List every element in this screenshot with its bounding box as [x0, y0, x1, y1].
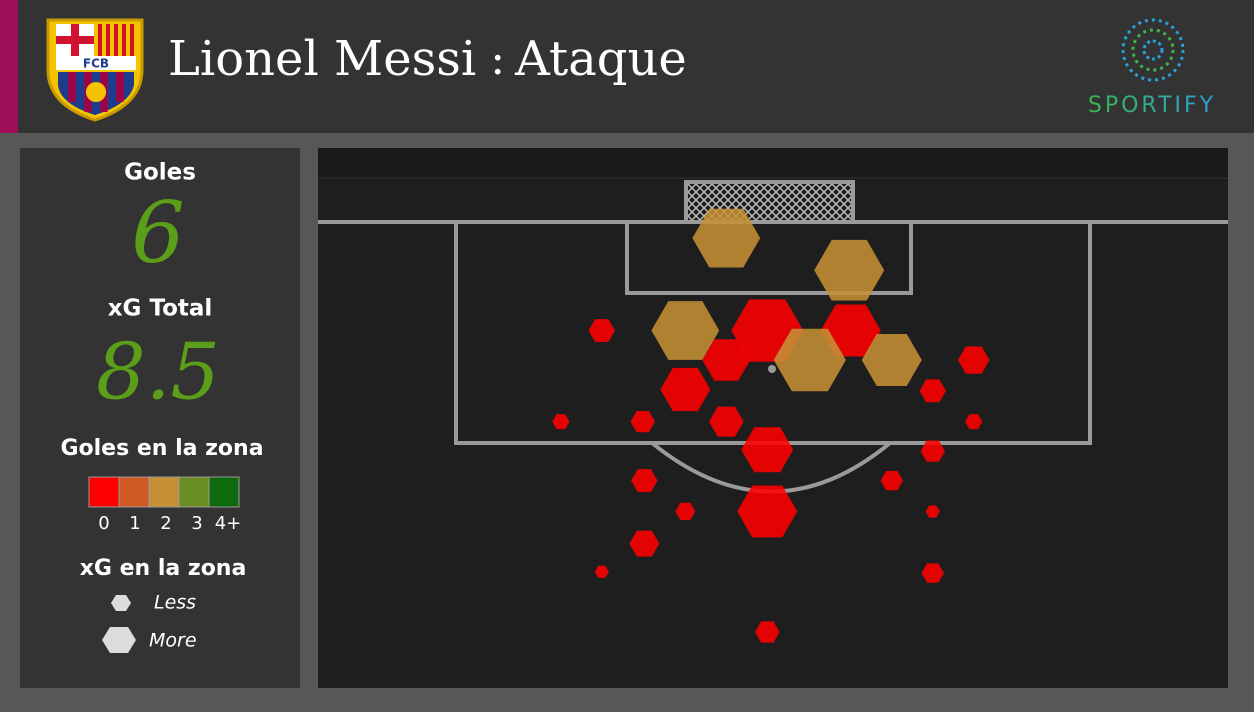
legend-label: 0 [98, 513, 109, 534]
goals-label: Goles [124, 160, 196, 186]
shot-zone [773, 328, 846, 392]
legend-label: 2 [160, 513, 171, 534]
brand-logo: SPORTIFY [1088, 18, 1216, 118]
shot-zone [702, 339, 751, 381]
shot-zone [708, 406, 744, 437]
shot-zone [737, 485, 798, 538]
shot-zones [552, 208, 990, 643]
player-name: Lionel Messi [168, 31, 476, 87]
shot-zone [755, 621, 780, 643]
header [0, 0, 1254, 133]
shot-zone [692, 208, 761, 268]
shot-zone [675, 502, 696, 521]
shot-zone [741, 427, 794, 473]
xg-legend-more: More [149, 630, 197, 652]
crest: FCB [46, 18, 144, 122]
shot-zone [925, 505, 940, 518]
legend-swatch [148, 476, 180, 508]
shot-zone [631, 469, 658, 493]
shot-zone [630, 411, 656, 433]
xg-legend-small [111, 595, 131, 611]
legend-swatch [178, 476, 210, 508]
crest-text: FCB [83, 57, 109, 71]
shot-zone [629, 530, 660, 557]
shot-zone [921, 563, 944, 583]
title: Lionel Messi: Ataque [168, 31, 687, 87]
shot-zone [861, 334, 922, 386]
accent-bar [0, 0, 18, 133]
legend-swatch [88, 476, 120, 508]
goals-value: 6 [131, 184, 184, 282]
brand-name: SPORTIFY [1088, 93, 1216, 118]
shot-zone [920, 440, 945, 462]
stats-panel [20, 148, 300, 688]
shot-zone [594, 565, 609, 578]
legend-label: 1 [129, 513, 140, 534]
section-name: Ataque [514, 31, 687, 87]
xg-label: xG Total [108, 296, 213, 322]
xg-value: 8.5 [96, 328, 220, 418]
shot-zone [957, 346, 990, 374]
shot-zone [552, 414, 570, 430]
shot-zone [919, 379, 946, 403]
shot-zone [588, 319, 616, 342]
goals-legend-title: Goles en la zona [60, 436, 263, 461]
pitch [318, 148, 1228, 688]
legend-swatch [208, 476, 240, 508]
xg-legend-less: Less [154, 592, 196, 614]
xg-legend-title: xG en la zona [80, 556, 247, 581]
shot-zone [814, 239, 885, 301]
shot-zone [651, 301, 720, 360]
shot-zone [880, 470, 903, 491]
legend-swatch [118, 476, 150, 508]
shot-zone [660, 367, 711, 412]
title-separator: : [490, 34, 505, 85]
xg-legend-large [102, 627, 136, 653]
penalty-spot [768, 365, 776, 373]
legend-label: 4+ [215, 513, 242, 534]
pitch-top [318, 148, 1228, 178]
legend-label: 3 [191, 513, 202, 534]
shot-zone [965, 414, 983, 430]
goals-legend: 0 1 2 3 4+ [88, 476, 242, 534]
six-yard-box [625, 220, 913, 295]
